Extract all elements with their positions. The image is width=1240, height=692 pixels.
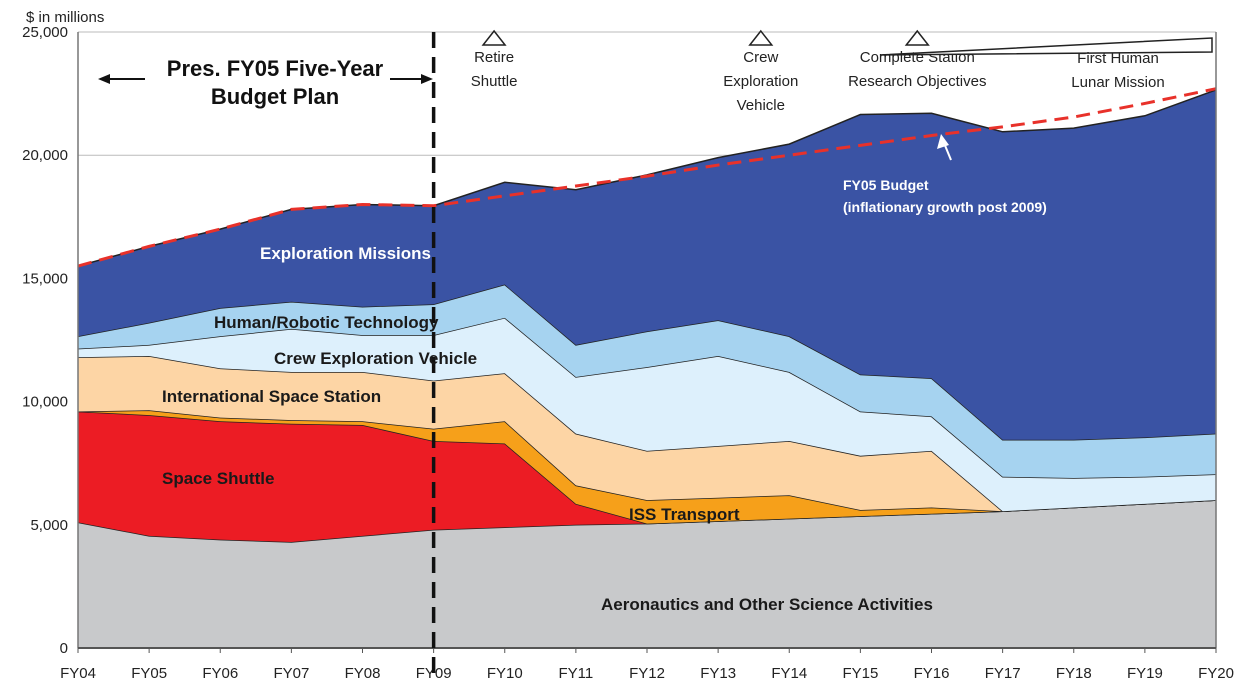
budget-line-sublabel: (inflationary growth post 2009) — [843, 199, 1047, 215]
x-tick-label: FY05 — [131, 665, 167, 682]
y-tick-label: 15,000 — [22, 270, 68, 287]
x-tick-label: FY10 — [487, 665, 523, 682]
budget-line-label: FY05 Budget — [843, 177, 929, 193]
x-tick-label: FY09 — [416, 665, 452, 682]
lunar-milestone-wedge-icon — [879, 37, 1213, 56]
milestone-label: Crew — [743, 49, 778, 66]
x-tick-label: FY18 — [1056, 665, 1092, 682]
x-tick-label: FY07 — [273, 665, 309, 682]
milestone-triangle-icon — [481, 29, 507, 46]
budget-pointer-arrow-icon — [937, 134, 952, 161]
label-exploration-missions: Exploration Missions — [260, 244, 431, 263]
plan-arrow-left-icon — [98, 74, 145, 84]
area-international-space-station — [78, 356, 1216, 512]
area-space-shuttle — [78, 411, 1216, 543]
milestone-triangle-icon — [748, 29, 774, 46]
area-human-robotic-technology — [78, 284, 1216, 478]
axes: 0 5,000 10,000 15,000 20,000 25,000 FY04 FY05 FY… — [22, 24, 1234, 682]
x-tick-label: FY17 — [985, 665, 1021, 682]
label-crew-exploration-vehicle: Crew Exploration Vehicle — [274, 349, 477, 368]
label-international-space-station: International Space Station — [162, 387, 381, 406]
milestone-label: Research Objectives — [848, 73, 986, 90]
y-tick-label: 0 — [60, 640, 68, 657]
x-tick-label: FY14 — [771, 665, 807, 682]
stacked-areas — [77, 87, 1217, 648]
x-tick-label: FY13 — [700, 665, 736, 682]
y-tick-label: 25,000 — [22, 24, 68, 41]
x-tick-label: FY16 — [914, 665, 950, 682]
x-tick-label: FY19 — [1127, 665, 1163, 682]
area-aeronautics-and-other-science-activities — [78, 500, 1216, 648]
lunar-milestone-line2: Lunar Mission — [1071, 74, 1164, 91]
plan-annotation-line2: Budget Plan — [211, 84, 339, 109]
y-axis-label: $ in millions — [26, 9, 104, 26]
area-crew-exploration-vehicle — [78, 317, 1216, 512]
milestone-triangle-icon — [904, 29, 930, 46]
area-exploration-missions — [78, 89, 1216, 440]
lunar-milestone-line1: First Human — [1077, 50, 1159, 67]
label-space-shuttle: Space Shuttle — [162, 469, 274, 488]
plan-arrow-right-icon — [390, 74, 433, 84]
label-iss-transport: ISS Transport — [629, 505, 740, 524]
y-tick-label: 5,000 — [30, 517, 68, 534]
milestone-label: Shuttle — [471, 73, 518, 90]
x-tick-label: FY11 — [559, 665, 594, 682]
budget-line — [77, 87, 1217, 268]
milestone-label: Vehicle — [737, 97, 785, 114]
milestone-label: Exploration — [723, 73, 798, 90]
plan-annotation-line1: Pres. FY05 Five-Year — [167, 56, 384, 81]
milestones: RetireShuttleCrewExplorationVehicleCompl… — [471, 29, 986, 114]
x-tick-label: FY06 — [202, 665, 238, 682]
y-tick-label: 20,000 — [22, 147, 68, 164]
x-tick-label: FY12 — [629, 665, 665, 682]
x-tick-label: FY20 — [1198, 665, 1234, 682]
y-tick-label: 10,000 — [22, 394, 68, 411]
x-tick-label: FY04 — [60, 665, 96, 682]
x-tick-label: FY15 — [842, 665, 878, 682]
label-human-robotic-technology: Human/Robotic Technology — [214, 313, 439, 332]
x-tick-label: FY08 — [345, 665, 381, 682]
milestone-label: Retire — [474, 49, 514, 66]
label-aeronautics: Aeronautics and Other Science Activities — [601, 595, 933, 614]
